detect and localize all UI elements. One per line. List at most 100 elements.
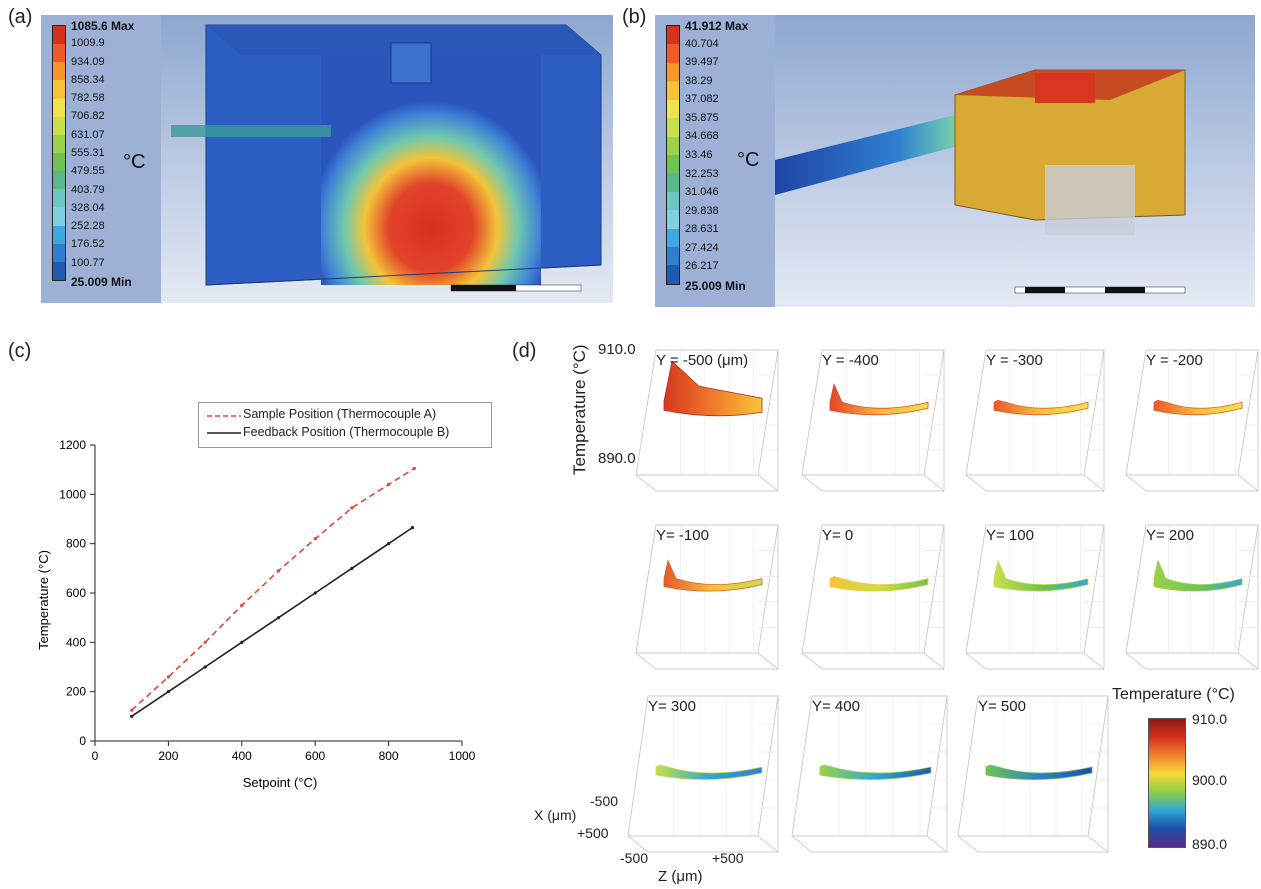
fea-panel-b: 41.912 Max 40.704 39.497 38.29 37.082 35.875 3…	[655, 15, 1255, 307]
surface-plot-svg	[965, 524, 1105, 670]
legend-value: 934.09	[71, 55, 105, 68]
series-line-feedback	[131, 526, 413, 717]
data-point	[166, 690, 170, 694]
legend-color-cell	[53, 80, 65, 99]
legend-color-cell	[53, 134, 65, 153]
surface-subplot: Y= 500	[950, 688, 1110, 868]
y-tick-label: 800	[66, 537, 86, 551]
legend-color-cell	[53, 116, 65, 135]
legend-color-cell	[53, 171, 65, 190]
legend-color-cell	[53, 98, 65, 117]
surface-subplot: Y= 200	[1118, 517, 1260, 685]
x-tick-label: 0	[92, 749, 99, 763]
subplot-title: Y= 0	[822, 527, 854, 544]
legend-color-cell	[53, 189, 65, 208]
fea-model-b	[775, 69, 1186, 294]
legend-colorbar-a	[52, 25, 66, 281]
data-point	[240, 640, 244, 644]
subplot-title: Y = -400	[822, 352, 879, 369]
legend-panel-b: 41.912 Max 40.704 39.497 38.29 37.082 35.875 3…	[655, 15, 775, 307]
legend-value: 555.31	[71, 147, 105, 159]
legend-color-cell	[53, 26, 65, 45]
legend-value: 34.668	[685, 130, 719, 143]
y-axis-title-d: Z (μm)	[658, 868, 703, 885]
legend-color-cell	[53, 225, 65, 244]
data-point	[130, 708, 134, 712]
z-tick-max-d: +500	[712, 850, 744, 866]
surface-subplot: Y = -300	[958, 342, 1106, 507]
data-point	[412, 466, 416, 471]
subplot-title: Y = -200	[1146, 352, 1203, 369]
x-tick-label: 1000	[449, 749, 476, 763]
legend-color-cell	[667, 99, 679, 119]
data-point	[276, 616, 281, 620]
legend-color-cell	[667, 26, 679, 45]
y-tick-label: 0	[79, 734, 86, 748]
data-point	[313, 591, 317, 595]
data-point	[313, 537, 317, 541]
legend-colorbar-b	[666, 25, 680, 285]
legend-color-cell	[667, 265, 679, 284]
z-tick-top: 910.0	[598, 341, 636, 358]
legend-value: 631.07	[71, 128, 105, 141]
surface-subplot: Y = -400	[794, 342, 946, 507]
x-tick-label: 400	[232, 749, 252, 763]
legend-value: 403.79	[71, 183, 105, 196]
surface-plot-svg	[791, 695, 948, 853]
x-tick-label: 800	[379, 749, 399, 763]
surface-plot-svg	[957, 695, 1109, 853]
colorbar-tick-900: 900.0	[1192, 772, 1228, 788]
unit-label-b: °C	[737, 149, 760, 171]
panel-label-b: (b)	[622, 6, 647, 28]
data-point	[387, 542, 391, 546]
legend-color-cell	[667, 210, 679, 229]
legend-color-cell	[667, 191, 679, 211]
y-tick-label: 600	[66, 586, 86, 600]
legend-color-cell	[53, 152, 65, 172]
data-point	[130, 714, 134, 718]
legend-color-cell	[667, 81, 679, 100]
temperature-axis-label: Temperature (°C)	[570, 344, 589, 475]
x-tick-label: 600	[305, 749, 325, 763]
legend-color-cell	[53, 261, 65, 280]
legend-color-cell	[667, 62, 679, 82]
data-point	[203, 665, 207, 669]
legend-color-cell	[667, 44, 679, 63]
y-tick-label: 1000	[59, 487, 86, 501]
surface-subplot: Y= 0	[794, 517, 946, 685]
data-point	[240, 603, 244, 607]
data-point	[203, 640, 207, 644]
legend-value: 782.58	[71, 92, 105, 105]
chart-legend-c: Sample Position (Thermocouple A) Feedbac…	[198, 402, 492, 448]
legend-value: 35.875	[685, 111, 719, 124]
legend-value: 252.28	[71, 220, 105, 233]
surface-plot-svg	[635, 349, 779, 492]
surface-plot-svg	[1125, 349, 1259, 492]
data-point	[350, 566, 354, 570]
panel-label-a: (a)	[8, 6, 33, 28]
fea-panel-a: 1085.6 Max 1009.9 934.09 858.34 782.58 706.82…	[41, 15, 613, 303]
surface-subplot: Y= 300	[620, 688, 780, 868]
legend-value: 25.009 Min	[71, 275, 132, 289]
legend-value: 176.52	[71, 238, 105, 251]
surface-subplot: Y= 100	[958, 517, 1106, 685]
subplot-title: Y= 100	[986, 527, 1034, 544]
surface-plot-svg	[635, 524, 779, 670]
legend-color-cell	[667, 154, 679, 174]
subplot-title: Y = -300	[986, 352, 1043, 369]
legend-color-cell	[667, 228, 679, 248]
surface-plot-svg	[627, 695, 779, 853]
legend-value: 706.82	[71, 110, 105, 123]
legend-value: 328.04	[71, 201, 105, 214]
y-axis-label: Temperature (°C)	[36, 550, 51, 650]
legend-color-cell	[667, 118, 679, 137]
colorbar-d	[1148, 718, 1186, 848]
subplot-title: Y= 400	[812, 698, 860, 715]
subplot-title: Y= 300	[648, 698, 696, 715]
colorbar-tick-910: 910.0	[1192, 711, 1228, 727]
y-tick-label: 200	[66, 685, 86, 699]
z-tick-bottom: 890.0	[598, 450, 636, 467]
legend-color-cell	[667, 247, 679, 266]
legend-value: 28.631	[685, 223, 719, 236]
data-point	[410, 526, 415, 530]
